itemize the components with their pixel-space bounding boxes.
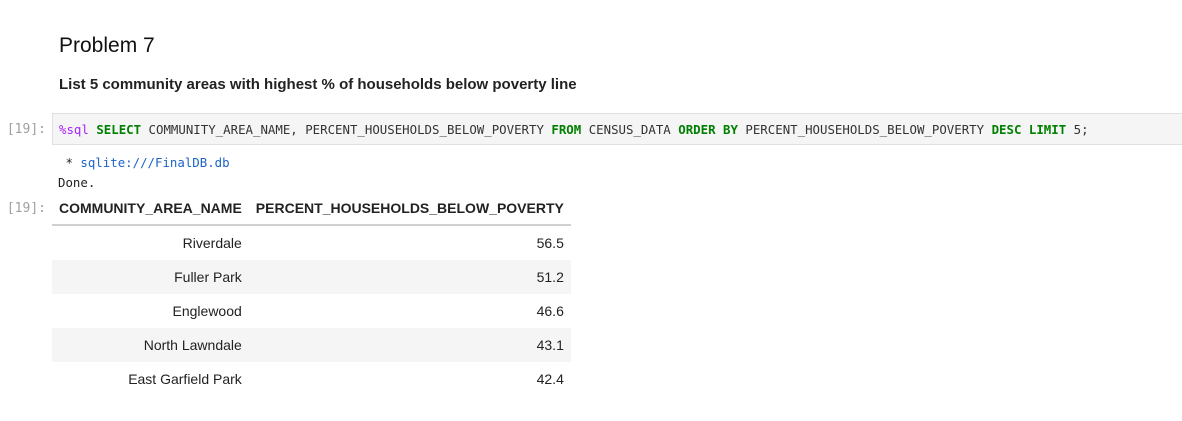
cell-percent-below-poverty: 46.6 — [248, 294, 571, 328]
code-keyword-from: FROM — [551, 122, 582, 137]
cell-percent-below-poverty: 51.2 — [248, 260, 571, 294]
table-row: Englewood 46.6 — [52, 294, 571, 328]
code-keyword-desc: DESC — [991, 122, 1022, 137]
markdown-heading: Problem 7 — [59, 34, 155, 57]
output-done: Done. — [58, 175, 96, 190]
code-columns: COMMUNITY_AREA_NAME, PERCENT_HOUSEHOLDS_… — [148, 122, 544, 137]
cell-percent-below-poverty: 56.5 — [248, 225, 571, 260]
cell-percent-below-poverty: 43.1 — [248, 328, 571, 362]
column-header-community-area-name: COMMUNITY_AREA_NAME — [52, 191, 249, 226]
table-row: East Garfield Park 42.4 — [52, 362, 571, 396]
cell-community-area-name: North Lawndale — [52, 328, 249, 362]
table-header-row: COMMUNITY_AREA_NAME PERCENT_HOUSEHOLDS_B… — [52, 191, 571, 226]
table-row: North Lawndale 43.1 — [52, 328, 571, 362]
code-limit-value: 5; — [1073, 122, 1089, 137]
cell-community-area-name: Fuller Park — [52, 260, 249, 294]
result-table: COMMUNITY_AREA_NAME PERCENT_HOUSEHOLDS_B… — [52, 191, 571, 396]
code-magic: %sql — [59, 122, 89, 137]
output-prompt: [19]: — [6, 201, 46, 216]
markdown-paragraph: List 5 community areas with highest % of… — [59, 76, 577, 93]
cell-community-area-name: Riverdale — [52, 225, 249, 260]
cell-percent-below-poverty: 42.4 — [248, 362, 571, 396]
table-row: Fuller Park 51.2 — [52, 260, 571, 294]
code-order-column: PERCENT_HOUSEHOLDS_BELOW_POVERTY — [745, 122, 985, 137]
cell-community-area-name: East Garfield Park — [52, 362, 249, 396]
output-db-prefix: * — [58, 155, 81, 170]
column-header-percent-households-below-poverty: PERCENT_HOUSEHOLDS_BELOW_POVERTY — [248, 191, 571, 226]
input-prompt: [19]: — [6, 122, 46, 137]
code-line: %sql SELECT COMMUNITY_AREA_NAME, PERCENT… — [59, 122, 1089, 137]
cell-community-area-name: Englewood — [52, 294, 249, 328]
code-cell-editor[interactable]: %sql SELECT COMMUNITY_AREA_NAME, PERCENT… — [52, 113, 1182, 145]
output-stream: * sqlite:///FinalDB.db Done. — [58, 153, 230, 193]
code-keyword-select: SELECT — [96, 122, 142, 137]
code-table: CENSUS_DATA — [588, 122, 671, 137]
code-keyword-limit: LIMIT — [1028, 122, 1067, 137]
output-db-uri: sqlite:///FinalDB.db — [80, 155, 230, 170]
table-row: Riverdale 56.5 — [52, 225, 571, 260]
code-keyword-order-by: ORDER BY — [678, 122, 738, 137]
